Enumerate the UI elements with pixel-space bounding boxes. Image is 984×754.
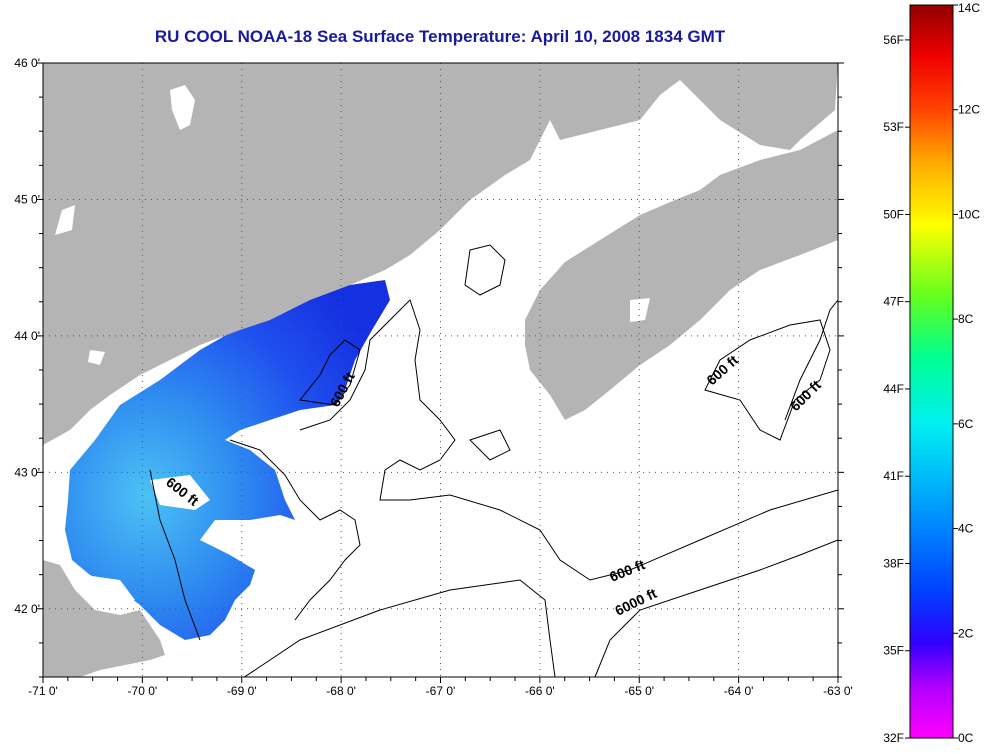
colorbar-celsius-label: 0C [958, 731, 974, 745]
y-tick-label: 42 0' [14, 602, 40, 616]
y-tick-label: 45 0' [14, 192, 40, 206]
graticule-grid [43, 63, 838, 677]
colorbar-celsius-label: 10C [958, 207, 980, 221]
axes: -71 0' -70 0' -69 0' -68 0' -67 0' -66 0' -65 … [14, 56, 852, 698]
land-nova-scotia [525, 130, 838, 420]
land-massachusetts [43, 560, 165, 677]
x-tick-label: -71 0' [28, 684, 58, 698]
colorbar-fahrenheit-label: 50F [883, 207, 904, 221]
x-tick-label: -64 0' [724, 684, 754, 698]
colorbar-celsius-label: 2C [958, 626, 974, 640]
map-title: RU COOL NOAA-18 Sea Surface Temperature:… [154, 27, 726, 46]
colorbar-fahrenheit-label: 35F [883, 644, 904, 658]
y-tick-label: 43 0' [14, 465, 40, 479]
colorbar: 14C 12C 10C 8C 6C 4C 2C 0C 56F 53F 50F 47F 44F 41F 38F… [883, 1, 980, 745]
y-tick-label: 44 0' [14, 329, 40, 343]
colorbar-fahrenheit-label: 32F [883, 731, 904, 745]
colorbar-fahrenheit-label: 47F [883, 295, 904, 309]
depth-contours [149, 244, 838, 677]
colorbar-celsius-label: 12C [958, 103, 980, 117]
colorbar-gradient [909, 4, 954, 739]
colorbar-celsius-label: 14C [958, 1, 980, 15]
colorbar-fahrenheit-label: 44F [883, 382, 904, 396]
x-tick-label: -67 0' [426, 684, 456, 698]
x-tick-label: -65 0' [624, 684, 654, 698]
y-tick-label: 46 0' [14, 56, 40, 70]
land-maine [43, 63, 838, 150]
colorbar-fahrenheit-label: 56F [883, 33, 904, 47]
colorbar-celsius-label: 6C [958, 417, 974, 431]
x-tick-label: -63 0' [823, 684, 853, 698]
colorbar-celsius-label: 8C [958, 312, 974, 326]
x-tick-label: -66 0' [525, 684, 555, 698]
x-tick-label: -68 0' [326, 684, 356, 698]
colorbar-celsius-label: 4C [958, 522, 974, 536]
colorbar-fahrenheit-label: 53F [883, 120, 904, 134]
colorbar-fahrenheit-label: 41F [883, 469, 904, 483]
colorbar-fahrenheit-label: 38F [883, 556, 904, 570]
sst-field [65, 280, 390, 640]
x-tick-label: -70 0' [128, 684, 158, 698]
x-tick-label: -69 0' [227, 684, 257, 698]
